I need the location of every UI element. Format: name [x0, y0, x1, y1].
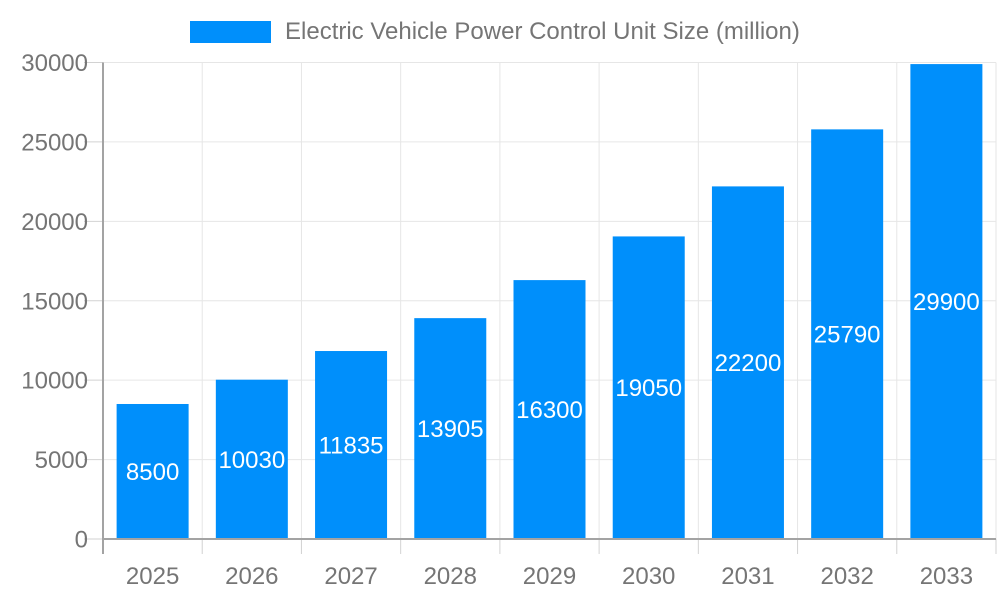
- bar-value-label: 10030: [218, 447, 285, 474]
- bar-value-label: 13905: [417, 416, 484, 443]
- bar-value-label: 22200: [715, 350, 782, 377]
- x-tick-label: 2030: [622, 563, 675, 590]
- x-tick-label: 2031: [721, 563, 774, 590]
- bar[interactable]: [811, 129, 884, 539]
- y-tick-label: 15000: [21, 288, 88, 315]
- bar-value-label: 29900: [913, 289, 980, 316]
- legend-swatch: [190, 21, 271, 43]
- bar[interactable]: [215, 379, 288, 539]
- bar[interactable]: [513, 280, 586, 539]
- y-tick-label: 0: [75, 527, 88, 554]
- bar[interactable]: [612, 236, 685, 540]
- x-tick-label: 2032: [820, 563, 873, 590]
- x-tick-label: 2025: [126, 563, 179, 590]
- bar-value-label: 8500: [126, 459, 179, 486]
- x-tick-label: 2027: [324, 563, 377, 590]
- y-tick-label: 10000: [21, 368, 88, 395]
- x-tick-label: 2028: [424, 563, 477, 590]
- bar[interactable]: [910, 64, 983, 540]
- bar[interactable]: [315, 351, 388, 539]
- x-tick-label: 2029: [523, 563, 576, 590]
- x-tick-label: 2033: [920, 563, 973, 590]
- legend-label: Electric Vehicle Power Control Unit Size…: [285, 18, 800, 45]
- bar[interactable]: [414, 318, 487, 539]
- bar[interactable]: [711, 186, 784, 539]
- bar-value-label: 11835: [319, 433, 384, 460]
- y-tick-label: 5000: [35, 447, 88, 474]
- y-tick-label: 30000: [21, 50, 88, 77]
- bar-value-label: 25790: [814, 322, 881, 349]
- y-tick-label: 20000: [21, 209, 88, 236]
- bar-value-label: 16300: [516, 397, 583, 424]
- legend-item[interactable]: Electric Vehicle Power Control Unit Size…: [190, 18, 800, 46]
- x-tick-label: 2026: [225, 563, 278, 590]
- bar-value-label: 19050: [615, 375, 682, 402]
- y-tick-label: 25000: [21, 129, 88, 156]
- bar[interactable]: [116, 403, 189, 539]
